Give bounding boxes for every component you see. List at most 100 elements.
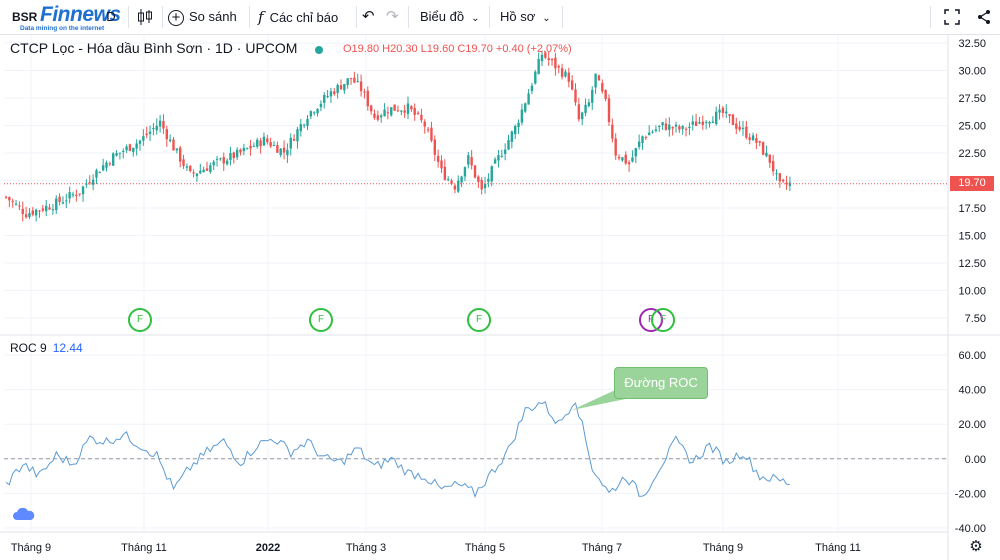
indicators-label: Các chỉ báo [269,10,339,25]
price-axis-tick: 12.50 [958,258,986,270]
candle-body [339,85,343,90]
candle-body [179,147,182,162]
candle-body [400,110,403,112]
candle-body [715,111,718,125]
candle-body [369,105,373,112]
candle-body [688,126,691,128]
candle-body [31,210,34,215]
candle-body [694,121,698,126]
candle-body [112,153,115,166]
candle-body [279,148,282,156]
time-axis-tick: Tháng 7 [582,542,622,554]
candle-body [262,136,266,146]
redo-icon[interactable]: ↷ [386,8,399,25]
candle-body [745,126,748,138]
financial-event-marker[interactable]: F [128,308,152,332]
candle-body [215,158,219,160]
candle-body [195,173,199,177]
candle-body [674,124,678,127]
candle-body [132,147,135,152]
candle-body [302,124,306,126]
chart-menu-button[interactable]: Biểu đồ ⌄ [420,0,484,34]
candle-body [235,149,239,158]
candle-body [246,148,249,150]
indicators-button[interactable]: f Các chỉ báo [258,0,352,34]
financial-event-marker[interactable]: F [309,308,333,332]
candle-body [222,157,225,164]
candle-body [135,143,138,149]
candle-body [11,200,14,202]
financial-event-marker[interactable]: F [651,308,675,332]
candle-body [272,144,276,146]
price-chart[interactable]: 32.50 30.00 27.50 25.00 22.50 20.00 17.50 15.00… [0,35,1000,560]
candle-body [782,179,785,182]
profile-menu-button[interactable]: Hồ sơ ⌄ [500,0,556,34]
candle-body [748,137,751,140]
toolbar-divider [249,6,250,28]
candle-body [547,58,550,60]
symbol-legend: CTCP Lọc - Hóa dầu Bình Sơn · 1D · UPCOM [10,40,297,56]
fullscreen-icon[interactable] [942,0,962,34]
roc-legend[interactable]: ROC 9 12.44 [10,341,83,355]
candle-body [95,170,98,178]
candle-body [105,162,108,168]
candle-body [560,68,564,77]
candle-body [359,81,363,92]
candle-body [426,129,430,131]
candle-body [778,173,782,182]
candle-body [256,139,259,147]
candle-body [641,136,644,144]
candle-body [416,112,420,114]
share-icon[interactable] [974,0,994,34]
candle-body [557,65,560,68]
candle-body [721,107,725,114]
candle-body [68,192,71,199]
candle-body [751,135,755,141]
candle-body [661,122,664,126]
candle-body [711,121,715,123]
candle-body [554,57,557,69]
tradingview-logo-icon[interactable] [12,505,36,523]
candle-body [624,154,627,164]
candle-body [735,123,738,129]
chart-type-button[interactable] [134,0,156,34]
candle-body [286,149,289,156]
undo-icon[interactable]: ↶ [362,8,375,25]
candle-body [544,52,547,58]
candle-body [259,140,262,147]
candle-body [242,147,246,152]
candle-body [708,122,711,124]
candle-body [313,112,316,114]
symbol-label[interactable]: BSR [12,10,38,24]
chevron-down-icon: ⌄ [542,13,551,24]
settings-gear-icon[interactable]: ⚙ [969,538,983,555]
roc-axis-tick: 40.00 [958,385,986,397]
candle-body [396,110,400,112]
compare-button[interactable]: + So sánh [168,0,244,34]
candle-body [209,165,212,173]
candle-body [483,183,487,189]
candle-body [269,142,272,147]
financial-event-marker[interactable]: F [467,308,491,332]
candle-body [266,138,269,143]
candle-body [71,194,75,196]
time-axis-tick: Tháng 11 [815,542,861,554]
price-axis-tick: 30.00 [958,66,986,78]
roc-series-line [5,401,790,499]
candle-body [24,214,28,218]
candle-body [761,142,765,155]
candle-body [771,161,775,172]
candle-body [85,183,88,185]
interval-button[interactable]: D [106,9,116,24]
candle-body [447,179,450,181]
candle-body [550,58,554,61]
candle-body [356,80,359,82]
candle-body [343,83,346,91]
candle-body [192,172,195,174]
brand-name: Finnews [40,3,121,26]
candle-body [353,77,356,83]
candle-body [731,114,735,125]
roc-axis-tick: -40.00 [955,523,986,535]
roc-callout: Đường ROC [614,367,708,399]
candle-body [634,148,637,157]
